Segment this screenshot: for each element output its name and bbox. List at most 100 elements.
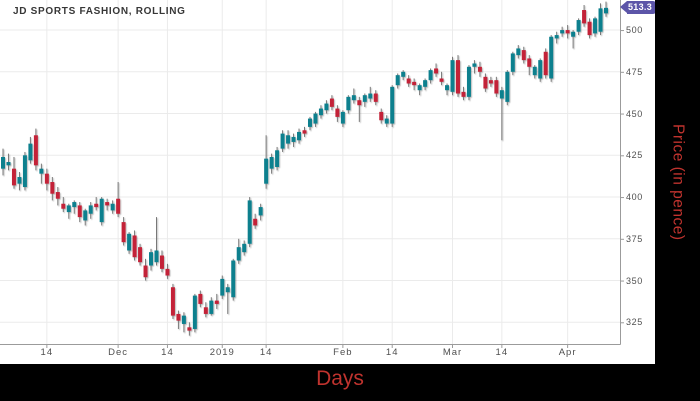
candle-body [532, 66, 537, 76]
candle-body [373, 93, 378, 102]
candle-body [33, 135, 38, 166]
candle-body [335, 108, 340, 117]
candle-body [61, 203, 66, 209]
candle-body [187, 327, 192, 331]
candle-body [214, 300, 219, 304]
candle-body [269, 156, 274, 169]
y-axis-tick-label: 500 [626, 25, 643, 36]
candle-body [55, 192, 60, 199]
candle-body [149, 252, 154, 266]
axes [0, 0, 624, 348]
candle-body [231, 260, 236, 298]
candle-body [340, 111, 345, 124]
candle-body [466, 66, 471, 97]
last-price-badge: 513.3 [620, 1, 657, 15]
candle-body [11, 168, 16, 186]
candle-body [28, 143, 33, 161]
candle-body [127, 233, 132, 251]
candles [1, 1, 608, 336]
candle-body [565, 30, 570, 34]
candle-body [291, 136, 296, 142]
candlestick-plot [0, 0, 624, 348]
candle-body [159, 255, 164, 269]
candle-body [483, 76, 488, 89]
candle-body [44, 173, 49, 184]
candle-body [72, 202, 77, 208]
candle-body [379, 111, 384, 121]
candle-body [582, 10, 587, 24]
candle-body [138, 247, 143, 263]
x-axis-tick-label: 14 [40, 347, 54, 358]
candle-body [395, 75, 400, 86]
candle-body [576, 20, 581, 32]
candle-body [329, 98, 334, 107]
candle-body [264, 158, 269, 184]
candle-body [22, 155, 27, 188]
candle-body [105, 202, 110, 206]
candle-body [434, 68, 439, 74]
candle-body [357, 100, 362, 106]
candle-body [6, 161, 11, 166]
candle-body [313, 113, 318, 124]
chart-title: JD SPORTS FASHION, ROLLING [13, 6, 186, 17]
candle-body [258, 207, 263, 216]
candle-body [368, 93, 373, 99]
candle-body [571, 31, 576, 37]
candle-body [362, 95, 367, 102]
candle-body [236, 247, 241, 261]
y-axis-tick-label: 425 [626, 150, 643, 161]
candle-body [280, 133, 285, 149]
candle-body [346, 96, 351, 111]
candle-body [560, 30, 565, 34]
badge-arrow-icon [620, 1, 627, 14]
candle-body [516, 48, 521, 56]
candle-body [17, 177, 22, 184]
chart-panel: JD SPORTS FASHION, ROLLING 325 350 375 400 4… [0, 0, 657, 364]
candle-body [121, 222, 126, 243]
candle-body [406, 78, 411, 84]
candle-body [94, 203, 99, 208]
candle-body [587, 21, 592, 36]
candle-body [209, 300, 214, 314]
candle-body [604, 7, 608, 14]
last-price-value: 513.3 [627, 1, 657, 15]
candle-body [242, 243, 247, 253]
candle-body [477, 66, 482, 72]
candle-body [510, 53, 515, 72]
x-axis-tick-label: Feb [333, 347, 353, 358]
candle-body [297, 131, 302, 141]
candle-body [439, 78, 444, 82]
candle-body [275, 150, 280, 167]
candle-body [77, 205, 82, 218]
candle-body [543, 51, 548, 76]
gridlines [0, 0, 620, 344]
candle-body [154, 250, 159, 263]
x-axis-tick-label: Apr [558, 347, 577, 358]
y-axis-tick-label: 350 [626, 275, 643, 286]
candle-body [198, 293, 203, 304]
candle-body [192, 295, 197, 329]
x-axis-tick-label: Mar [442, 347, 463, 358]
candle-body [461, 91, 466, 97]
candle-body [39, 168, 44, 174]
candle-body [165, 268, 170, 276]
candle-body [505, 71, 510, 102]
x-axis-tick-label: 14 [161, 347, 174, 358]
candle-body [307, 118, 312, 127]
candle-body [302, 130, 307, 134]
candle-body [143, 265, 148, 278]
y-axis-tick-label: 375 [626, 233, 643, 244]
candle-body [423, 80, 428, 87]
candle-body [253, 218, 258, 226]
candle-body [83, 210, 88, 221]
candle-body [417, 85, 422, 91]
x-axis-title: Days [316, 367, 364, 390]
x-axis-tick-label: 14 [385, 347, 399, 358]
candle-body [88, 205, 93, 214]
candle-body [176, 313, 181, 321]
x-axis-tick-label: 2019 [209, 347, 235, 358]
candle-body [318, 108, 323, 116]
candle-body [99, 198, 104, 223]
candle-body [203, 307, 208, 314]
